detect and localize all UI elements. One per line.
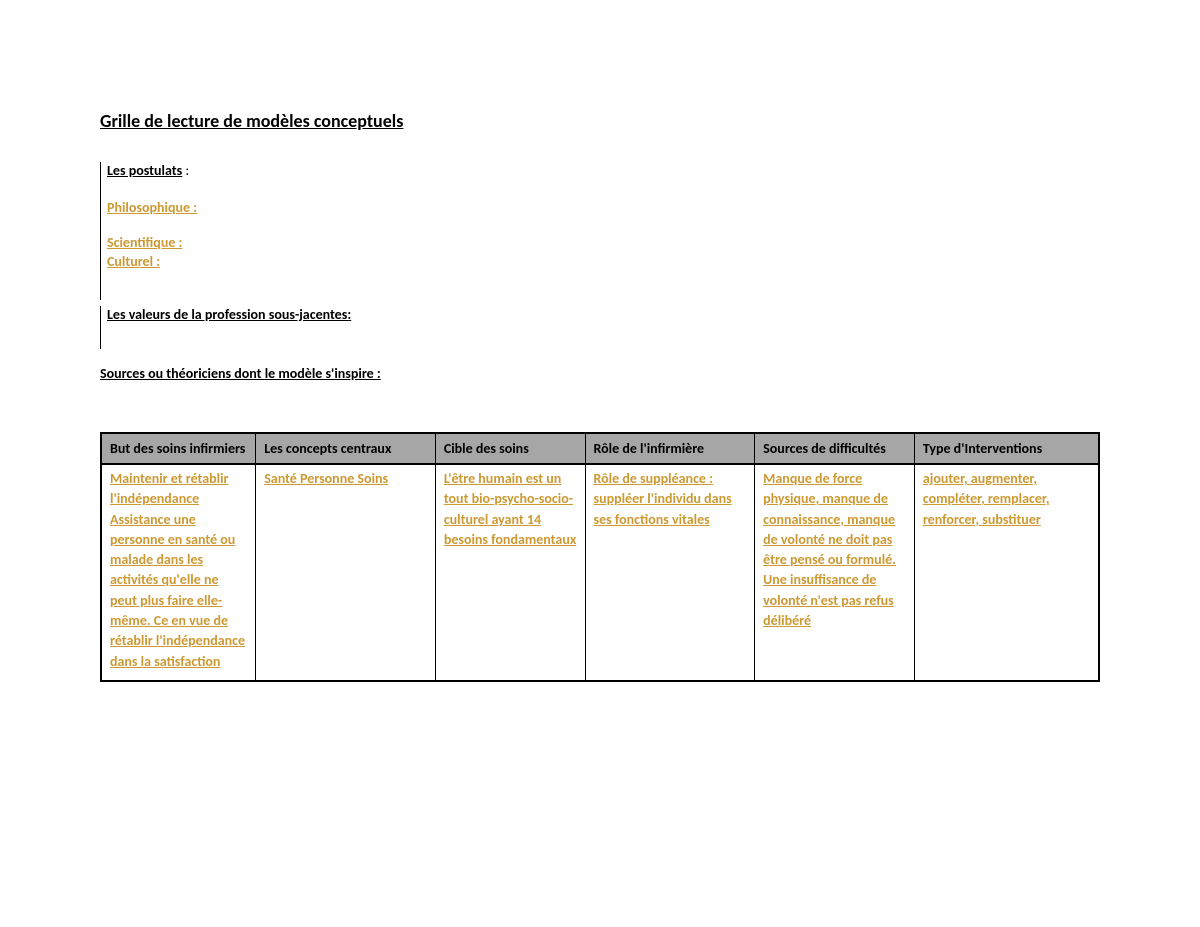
cell-concepts: Santé Personne Soins — [256, 464, 436, 681]
cell-interventions: ajouter, augmenter, compléter, remplacer… — [914, 464, 1099, 681]
cell-role: Rôle de suppléance : suppléer l'individu… — [585, 464, 755, 681]
document-page: Grille de lecture de modèles conceptuels… — [0, 0, 1200, 742]
postulat-culturel: Culturel : — [107, 253, 1100, 270]
header-interventions: Type d'Interventions — [914, 433, 1099, 464]
header-sources: Sources de difficultés — [755, 433, 915, 464]
table-header-row: But des soins infirmiers Les concepts ce… — [101, 433, 1099, 464]
postulats-label-text: Les postulats — [107, 162, 182, 179]
valeurs-heading: Les valeurs de la profession sous-jacent… — [107, 306, 1100, 323]
postulats-block: Les postulats : Philosophique : Scientif… — [100, 162, 1100, 300]
header-cible: Cible des soins — [435, 433, 585, 464]
cell-sources: Manque de force physique, manque de conn… — [755, 464, 915, 681]
cell-cible: L'être humain est un tout bio-psycho-soc… — [435, 464, 585, 681]
valeurs-block: Les valeurs de la profession sous-jacent… — [100, 306, 1100, 349]
postulat-philosophique: Philosophique : — [107, 199, 1100, 216]
table-row: Maintenir et rétablir l'indépendance Ass… — [101, 464, 1099, 681]
header-but: But des soins infirmiers — [101, 433, 256, 464]
header-concepts: Les concepts centraux — [256, 433, 436, 464]
header-role: Rôle de l'infirmière — [585, 433, 755, 464]
page-title: Grille de lecture de modèles conceptuels — [100, 110, 1100, 132]
postulat-scientifique: Scientifique : — [107, 234, 1100, 251]
postulats-label: Les postulats : — [107, 162, 1100, 199]
cell-but: Maintenir et rétablir l'indépendance Ass… — [101, 464, 256, 681]
concept-table: But des soins infirmiers Les concepts ce… — [100, 432, 1100, 682]
sources-heading: Sources ou théoriciens dont le modèle s'… — [100, 365, 1100, 382]
